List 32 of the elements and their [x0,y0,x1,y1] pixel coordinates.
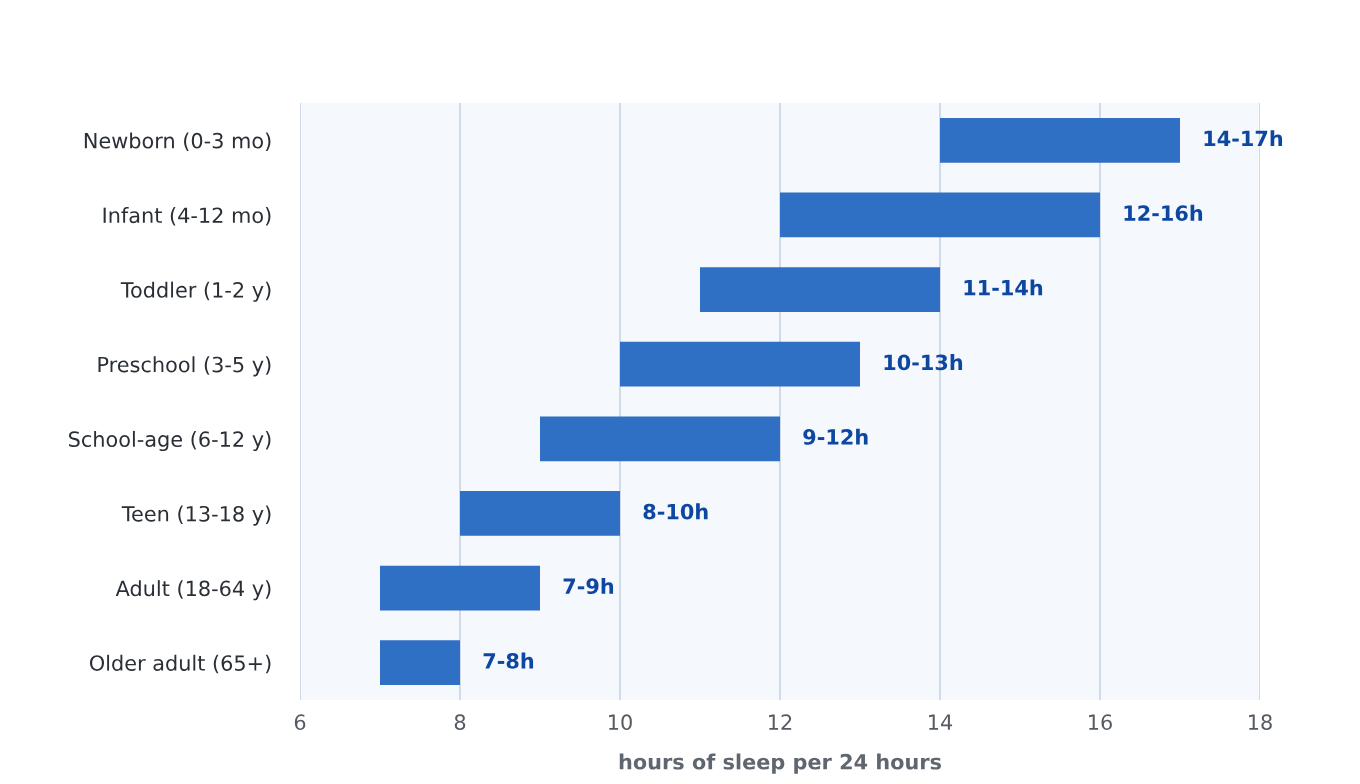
data-label: 9-12h [803,428,868,445]
data-label: 11-14h [964,279,1043,296]
bar [540,416,780,462]
y-tick-label: Older adult (65+) [89,654,271,674]
y-tick-label: Newborn (0-3 mo) [84,132,271,151]
data-label: 14-17h [1204,130,1283,147]
data-label: 7-9h [563,577,614,595]
x-tick-label: 14 [929,714,953,730]
x-tick-label: 8 [454,714,466,731]
y-tick-label: Toddler (1-2 y) [120,281,271,302]
bar [620,341,860,387]
y-tick-label: School-age (6-12 y) [68,430,271,452]
y-tick-label: Adult (18-64 y) [115,580,271,601]
y-tick-label: Infant (4-12 mo) [103,207,271,226]
x-tick-label: 10 [609,714,632,731]
bar [380,565,540,611]
x-tick-label: 12 [769,714,792,730]
bar [940,117,1180,163]
x-tick-label: 6 [294,714,306,731]
bar [700,267,940,312]
data-label: 7-8h [483,652,534,669]
y-tick-label: Preschool (3-5 y) [98,356,271,377]
bar [460,491,620,536]
y-tick-label: Teen (13-18 y) [121,505,271,526]
bar [380,640,460,686]
bar [780,192,1100,238]
data-label: 10-13h [884,354,963,371]
x-axis-title: hours of sleep per 24 hours [619,753,941,774]
data-label: 8-10h [643,503,708,520]
data-label: 12-16h [1124,204,1203,221]
x-tick-label: 16 [1089,714,1112,731]
x-tick-label: 18 [1249,714,1272,731]
